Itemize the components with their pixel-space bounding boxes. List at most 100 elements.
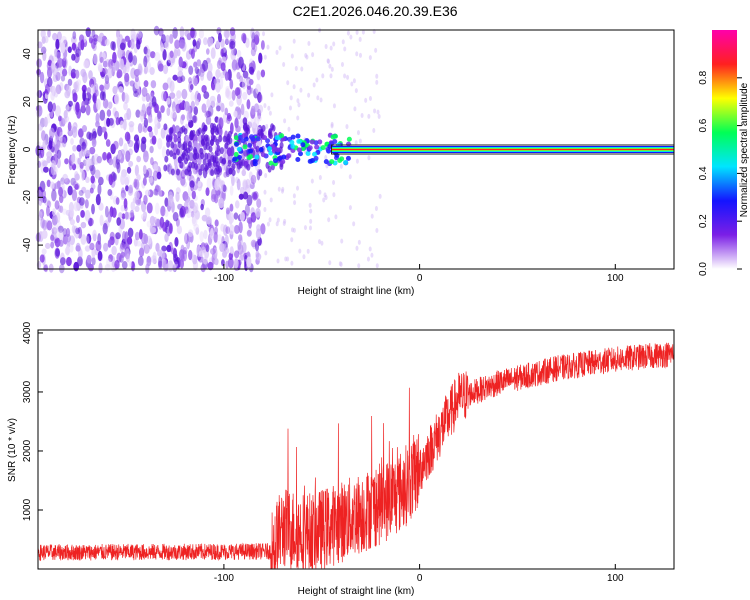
spectrogram-cell (36, 68, 42, 76)
spectrogram-cell (113, 140, 119, 150)
spectrogram-y-label: Frequency (Hz) (7, 116, 18, 185)
spectrogram-cell (330, 121, 334, 127)
spectrogram-cell (250, 212, 257, 223)
spectrogram-cell (257, 108, 262, 120)
spectrogram-cell (169, 50, 174, 59)
snr-y-tick-label: 1000 (22, 498, 33, 521)
spectrogram-cell (88, 217, 93, 227)
spectrogram-cell (65, 84, 71, 97)
spectrogram-cell (143, 55, 148, 68)
spectrogram-cell (204, 152, 209, 160)
spectrogram-cell (120, 251, 126, 258)
spectrogram-cell (98, 202, 104, 211)
spectrogram-cell (367, 155, 371, 161)
spectrogram-cell (114, 259, 120, 270)
spectrogram-cell (222, 135, 227, 143)
spectrogram-cell (92, 229, 97, 241)
spectrogram-cell (152, 170, 159, 182)
spectrogram-cell (143, 117, 149, 128)
spectrogram-cell (162, 49, 167, 61)
spectrogram-cell (282, 221, 286, 227)
spectrogram-cell (349, 34, 353, 40)
spectrogram-cell (292, 84, 296, 90)
spectrogram-cell (56, 51, 61, 60)
spectrogram-cell (327, 217, 331, 223)
spectrogram-cell (241, 242, 247, 253)
spectrogram-cell (97, 125, 103, 137)
spectrogram-cell (165, 149, 170, 157)
spectrogram-cell (54, 200, 60, 210)
spectrogram-cell (174, 237, 179, 247)
spectrogram-cell (375, 227, 379, 233)
spectrogram-cell (46, 205, 50, 217)
spectrogram-cell (234, 87, 241, 97)
spectrogram-cell (317, 239, 321, 245)
spectrogram-cell (276, 258, 280, 264)
spectrogram-cell (86, 233, 92, 244)
spectrogram-cell (296, 185, 300, 191)
spectrogram-cell (308, 225, 312, 231)
spectrogram-cell (107, 188, 113, 196)
spectrogram-cell (92, 94, 96, 102)
spectrogram-cell (193, 106, 199, 116)
spectrogram-cell (209, 227, 214, 240)
spectrogram-cell (199, 231, 204, 243)
spectrogram-cell (161, 34, 166, 44)
spectrogram-cell (216, 145, 221, 153)
spectrogram-cell (115, 29, 121, 39)
spectrogram-cell (272, 158, 278, 164)
spectrogram-y-tick-label: -20 (22, 190, 33, 205)
spectrogram-cell (229, 203, 234, 212)
spectrogram-cell (320, 240, 324, 246)
spectrogram-cell (132, 31, 138, 39)
spectrogram-cell (222, 224, 228, 236)
spectrogram-cell (56, 220, 61, 232)
spectrogram-cell (246, 163, 251, 171)
spectrogram-cell (72, 92, 78, 103)
spectrogram-cell (307, 92, 311, 98)
spectrogram-cell (156, 110, 162, 120)
spectrogram-cell (111, 245, 117, 256)
spectrogram-cell (169, 80, 175, 93)
spectrogram-cell (203, 91, 210, 100)
spectrogram-cell (375, 73, 379, 79)
spectrogram-cell (209, 248, 216, 255)
spectrogram-cell (71, 36, 77, 44)
spectrogram-cell (146, 48, 151, 58)
spectrogram-cell (57, 115, 62, 122)
spectrogram-cell (191, 115, 197, 123)
spectrogram-cell (168, 33, 174, 45)
spectrogram-cell (355, 51, 359, 57)
spectrogram-cell (96, 155, 102, 164)
spectrogram-y-tick-label: 20 (22, 96, 33, 108)
spectrogram-cell (234, 200, 240, 209)
spectrogram-cell (256, 70, 261, 81)
spectrogram-cell (89, 165, 94, 172)
spectrogram-cell (255, 228, 262, 240)
spectrogram-cell (39, 180, 46, 193)
spectrogram-cell (128, 184, 133, 194)
spectrogram-cell (37, 41, 43, 49)
spectrogram-cell (67, 100, 73, 107)
spectrogram-cell (231, 89, 236, 101)
spectrogram-cell (205, 163, 210, 171)
snr-frame (37, 329, 675, 570)
spectrogram-cell (38, 197, 43, 207)
spectrogram-cell (102, 98, 109, 109)
spectrogram-cell (267, 146, 273, 152)
spectrogram-cell (184, 232, 189, 245)
spectrogram-cell (83, 60, 90, 69)
spectrogram-cell (184, 168, 189, 176)
spectrogram-cell (315, 77, 319, 83)
spectrogram-cell (360, 112, 364, 118)
spectrogram-cell (46, 220, 53, 231)
spectrogram-marks (35, 25, 675, 274)
spectrogram-cell (51, 214, 58, 226)
spectrogram-cell (75, 227, 81, 235)
spectrogram-cell (226, 90, 233, 100)
spectrogram-cell (94, 169, 101, 179)
spectrogram-cell (137, 123, 143, 134)
spectrogram-cell (346, 136, 352, 142)
spectrogram-cell (62, 56, 68, 69)
spectrogram-cell (262, 31, 266, 37)
